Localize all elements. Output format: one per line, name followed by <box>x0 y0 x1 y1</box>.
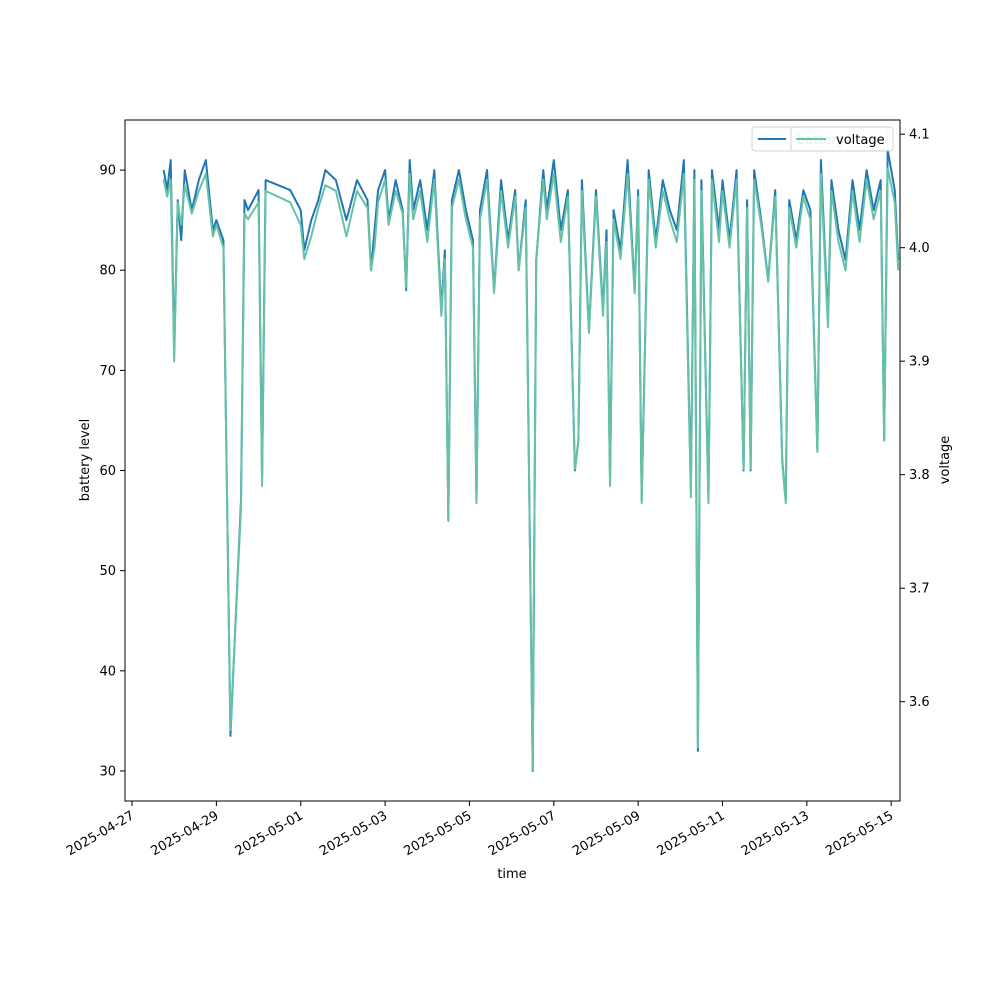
legend-voltage-label: voltage <box>836 133 885 148</box>
left-y-tick-label: 30 <box>99 764 116 779</box>
right-y-tick-label: 3.8 <box>909 468 930 483</box>
right-y-tick-label: 4.1 <box>909 128 930 143</box>
legend-voltage: voltage <box>790 126 894 152</box>
left-y-axis-label: battery level <box>78 419 93 502</box>
left-y-tick-label: 60 <box>99 464 116 479</box>
right-y-axis: 3.6 3.7 3.8 3.9 4.0 4.1 <box>900 128 930 710</box>
left-y-tick-label: 50 <box>99 564 116 579</box>
right-y-tick-label: 3.7 <box>909 582 930 597</box>
plot-frame <box>124 119 901 802</box>
legend-voltage-frame <box>790 126 894 152</box>
left-y-tick-label: 90 <box>99 164 116 179</box>
left-y-tick-label: 70 <box>99 364 116 379</box>
x-axis-label: time <box>497 867 526 882</box>
series-line-voltage <box>162 167 900 771</box>
left-y-axis: 30 40 50 60 70 80 90 <box>99 164 125 779</box>
left-y-tick-label: 80 <box>99 264 116 279</box>
right-y-axis-label: voltage <box>938 436 953 485</box>
right-y-tick-label: 4.0 <box>909 241 930 256</box>
series-layer <box>162 149 900 772</box>
right-y-tick-label: 3.9 <box>909 355 930 370</box>
left-y-tick-label: 40 <box>99 664 116 679</box>
right-y-tick-label: 3.6 <box>909 695 930 710</box>
